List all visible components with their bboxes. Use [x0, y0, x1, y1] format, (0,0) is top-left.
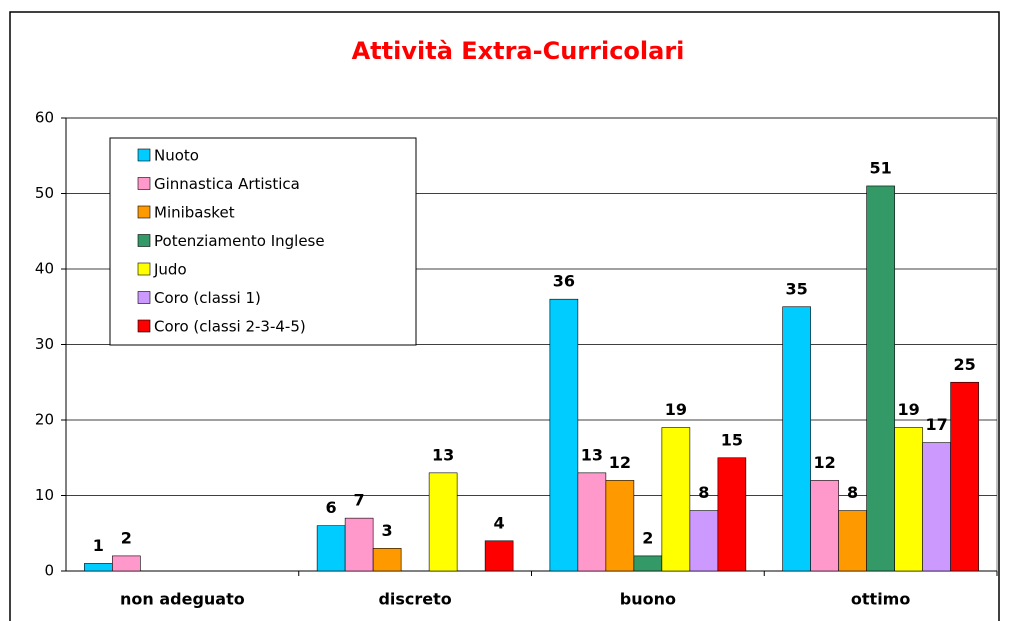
data-label: 12: [609, 453, 631, 472]
bar: [428, 472, 458, 572]
bar: [84, 563, 113, 572]
y-tick-label: 30: [35, 335, 54, 353]
y-tick-label: 20: [35, 411, 54, 429]
bar: [316, 525, 346, 572]
data-label: 51: [869, 158, 891, 177]
data-label: 13: [581, 445, 603, 464]
legend-swatch: [137, 234, 151, 247]
bar: [866, 185, 895, 572]
bar: [922, 442, 951, 572]
y-tick-label: 10: [35, 486, 54, 504]
data-label: 15: [721, 430, 743, 449]
chart-title: Attività Extra-Curricolari: [352, 37, 685, 65]
data-label: 4: [494, 513, 505, 532]
y-tick-label: 40: [35, 260, 54, 278]
data-label: 19: [665, 400, 687, 419]
data-label: 3: [382, 521, 393, 540]
y-tick-label: 60: [35, 109, 54, 127]
data-label: 25: [953, 355, 975, 374]
data-label: 2: [121, 528, 132, 547]
legend-swatch: [137, 291, 151, 304]
bar: [549, 298, 579, 572]
y-tick-label: 0: [44, 562, 54, 580]
bar: [484, 540, 514, 572]
x-tick-label: discreto: [378, 590, 451, 609]
bar: [577, 472, 607, 572]
legend-label: Potenziamento Inglese: [154, 232, 325, 250]
bar: [838, 510, 867, 572]
legend-label: Minibasket: [154, 204, 235, 222]
bar: [717, 457, 747, 572]
legend-box: [109, 137, 417, 346]
x-tick-label: ottimo: [851, 590, 910, 609]
legend-label: Coro (classi 1): [154, 289, 261, 307]
legend-label: Ginnastica Artistica: [154, 175, 300, 193]
data-label: 8: [698, 483, 709, 502]
legend-label: Nuoto: [154, 147, 199, 165]
data-label: 17: [925, 415, 947, 434]
bar: [782, 306, 811, 572]
data-label: 1: [93, 536, 104, 555]
legend-swatch: [137, 205, 151, 219]
data-label: 8: [847, 483, 858, 502]
bar: [633, 555, 663, 572]
data-label: 19: [897, 400, 919, 419]
data-label: 7: [354, 491, 365, 510]
legend-swatch: [137, 319, 151, 333]
bar: [372, 548, 402, 572]
y-tick-label: 50: [35, 184, 54, 202]
data-label: 36: [553, 272, 575, 291]
bar: [950, 381, 979, 572]
legend-label: Coro (classi 2-3-4-5): [154, 318, 306, 336]
legend-label: Judo: [153, 261, 187, 279]
data-label: 2: [642, 528, 653, 547]
data-label: 6: [326, 498, 337, 517]
legend-swatch: [137, 148, 151, 162]
bar: [112, 555, 141, 572]
x-tick-label: non adeguato: [120, 590, 245, 609]
bar: [689, 510, 719, 572]
data-label: 12: [813, 453, 835, 472]
data-label: 35: [785, 279, 807, 298]
bar: [661, 427, 691, 572]
bar: [810, 480, 839, 572]
bar: [605, 480, 635, 572]
legend-swatch: [137, 177, 151, 190]
x-tick-label: buono: [620, 590, 676, 609]
data-label: 13: [432, 445, 454, 464]
bar: [894, 427, 923, 572]
bar: [344, 517, 374, 572]
legend-swatch: [137, 262, 151, 276]
